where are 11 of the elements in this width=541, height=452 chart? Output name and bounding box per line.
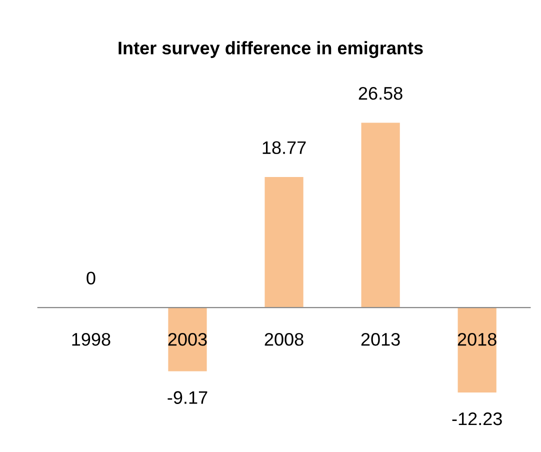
data-label: 0 <box>86 272 96 284</box>
data-label: 26.58 <box>358 86 402 100</box>
chart-title: Inter survey difference in emigrants <box>118 41 423 58</box>
data-label: -12.23 <box>452 412 502 426</box>
x-tick-label: 2008 <box>264 332 304 346</box>
x-tick-label: 2018 <box>458 332 496 346</box>
data-label: -9.17 <box>168 391 208 404</box>
data-label: 18.77 <box>262 141 306 154</box>
x-tick-label: 2003 <box>168 332 207 346</box>
x-tick-label: 1998 <box>72 332 110 346</box>
x-tick-label: 2013 <box>361 332 400 346</box>
